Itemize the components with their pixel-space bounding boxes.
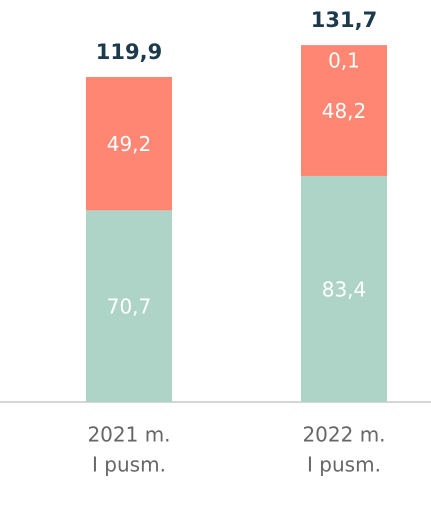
value-label: 83,4 <box>322 277 367 301</box>
value-label: 48,2 <box>322 99 367 123</box>
value-label: 70,7 <box>107 295 152 319</box>
x-tick-label: I pusm. <box>307 453 381 477</box>
bar-segment <box>301 45 387 176</box>
x-tick-label: 2021 m. <box>87 423 170 447</box>
x-tick-label: 2022 m. <box>302 423 385 447</box>
bar-segment <box>86 210 172 402</box>
total-label: 119,9 <box>96 40 162 64</box>
x-tick-label: I pusm. <box>92 453 166 477</box>
bar-segment <box>86 76 172 211</box>
value-label: 0,1 <box>328 49 360 73</box>
total-label: 131,7 <box>311 8 377 32</box>
value-label: 49,2 <box>107 132 152 156</box>
bar-segment <box>301 175 387 402</box>
